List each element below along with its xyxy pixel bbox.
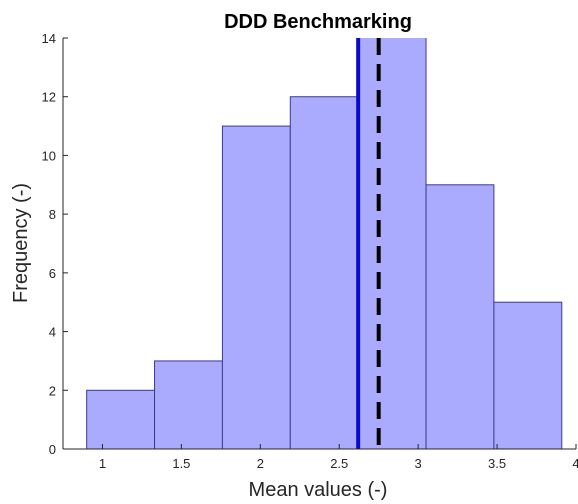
- histogram-bar: [426, 185, 494, 449]
- x-tick-label: 1.5: [172, 456, 190, 471]
- x-tick-label: 3: [415, 456, 422, 471]
- y-tick-label: 2: [49, 383, 56, 398]
- histogram-bar: [155, 361, 223, 449]
- y-axis-label: Frequency (-): [10, 183, 32, 303]
- y-tick-label: 4: [49, 325, 56, 340]
- y-tick-label: 12: [42, 90, 56, 105]
- y-tick-label: 14: [42, 31, 56, 46]
- histogram-bar: [290, 97, 358, 449]
- histogram-bar: [358, 9, 426, 449]
- histogram-bar: [494, 302, 562, 449]
- x-tick-label: 1: [99, 456, 106, 471]
- y-tick-label: 8: [49, 207, 56, 222]
- x-tick-label: 2: [257, 456, 264, 471]
- x-tick-label: 4: [572, 456, 578, 471]
- x-axis-label: Mean values (-): [249, 479, 388, 501]
- chart-title: DDD Benchmarking: [224, 11, 412, 33]
- y-tick-label: 6: [49, 266, 56, 281]
- y-tick-label: 0: [49, 442, 56, 457]
- y-tick-label: 10: [42, 148, 56, 163]
- histogram-bar: [87, 390, 155, 449]
- histogram-bar: [222, 126, 290, 449]
- x-tick-label: 3.5: [488, 456, 506, 471]
- x-tick-label: 2.5: [330, 456, 348, 471]
